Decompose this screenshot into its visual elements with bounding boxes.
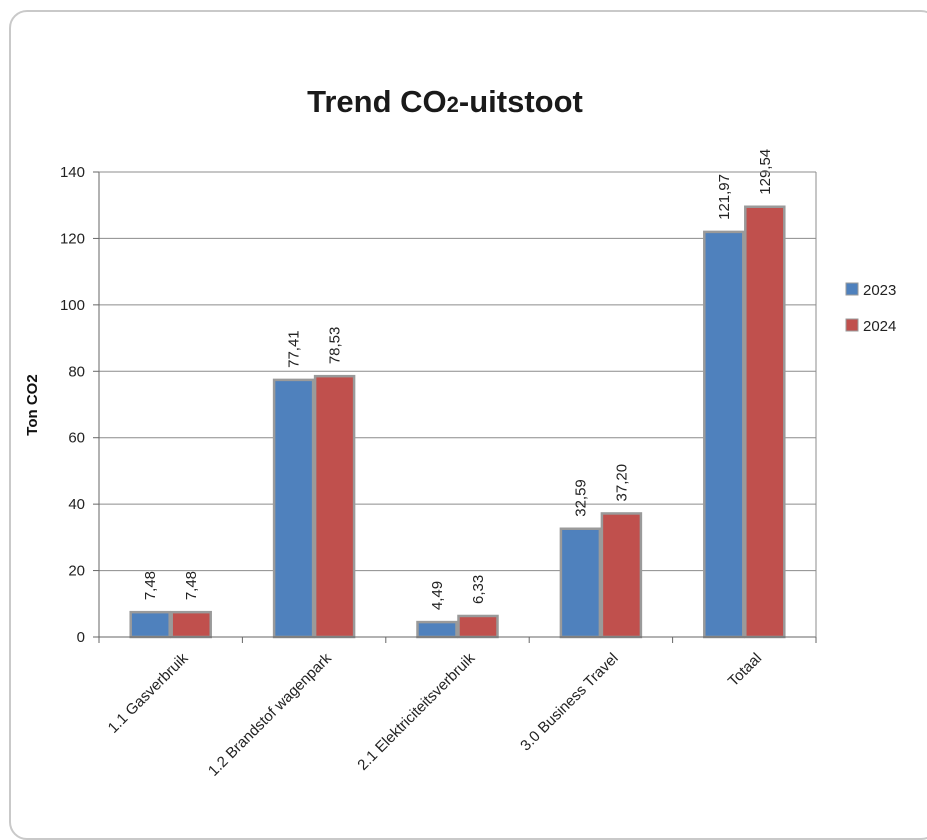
category-label: Totaal: [725, 650, 765, 690]
chart-title-subscript: 2: [446, 92, 459, 117]
y-tick-label: 100: [60, 297, 85, 314]
y-tick-label: 120: [60, 230, 85, 247]
legend: 2023 2024: [845, 282, 896, 335]
data-label: 77,41: [286, 330, 303, 368]
y-tick-label: 20: [68, 563, 85, 580]
category-label: 1.2 Brandstof wagenpark: [205, 649, 335, 779]
data-label: 121,97: [716, 174, 733, 220]
data-label: 7,48: [142, 571, 159, 600]
data-label: 6,33: [470, 575, 487, 604]
chart-title-main: Trend CO: [307, 84, 447, 119]
category-labels: 1.1 Gasverbruik 1.2 Brandstof wagenpark 2.…: [105, 649, 765, 779]
bar-2024: [600, 512, 643, 639]
y-tick-label: 40: [68, 496, 85, 513]
bar-2023: [559, 527, 602, 639]
bar-2023: [129, 610, 171, 639]
data-labels: 7,48 7,48 77,41 78,53 4,49 6,33 32,59 37,20 121,…: [142, 149, 774, 610]
bar-2024: [744, 205, 786, 639]
y-axis-ticks: 0 20 40 60 80 100 120 140: [60, 164, 99, 646]
chart-title-rest: -uitstoot: [458, 84, 583, 119]
category-label: 1.1 Gasverbruik: [105, 649, 192, 736]
data-label: 37,20: [613, 464, 630, 502]
chart-title: Trend CO2-uitstoot: [230, 84, 660, 120]
data-label: 32,59: [572, 479, 589, 517]
y-axis-label: Ton CO2: [24, 374, 41, 435]
data-label: 78,53: [327, 327, 344, 365]
legend-label-2024: 2024: [863, 318, 896, 335]
bar-2024: [170, 610, 212, 639]
bar-2023: [416, 620, 458, 639]
bar-chart: 0 20 40 60 80 100 120 140 7,48 7,48 77,41 78,53 4,4…: [24, 149, 896, 780]
legend-swatch-2024: [845, 318, 859, 332]
bar-2023: [272, 378, 315, 639]
bar-2024: [313, 374, 356, 639]
bar-2023: [703, 230, 745, 639]
legend-swatch-2023: [845, 282, 859, 296]
y-tick-label: 60: [68, 430, 85, 447]
data-label: 4,49: [429, 581, 446, 610]
axes: [98, 171, 817, 643]
y-tick-label: 80: [68, 363, 85, 380]
data-label: 7,48: [183, 571, 200, 600]
category-label: 3.0 Business Travel: [517, 650, 622, 755]
y-tick-label: 0: [77, 629, 85, 646]
category-label: 2.1 Elektriciteitsverbruik: [354, 649, 478, 773]
bar-2024: [457, 614, 499, 639]
y-tick-label: 140: [60, 164, 85, 181]
legend-label-2023: 2023: [863, 282, 896, 299]
bars: [129, 205, 786, 639]
